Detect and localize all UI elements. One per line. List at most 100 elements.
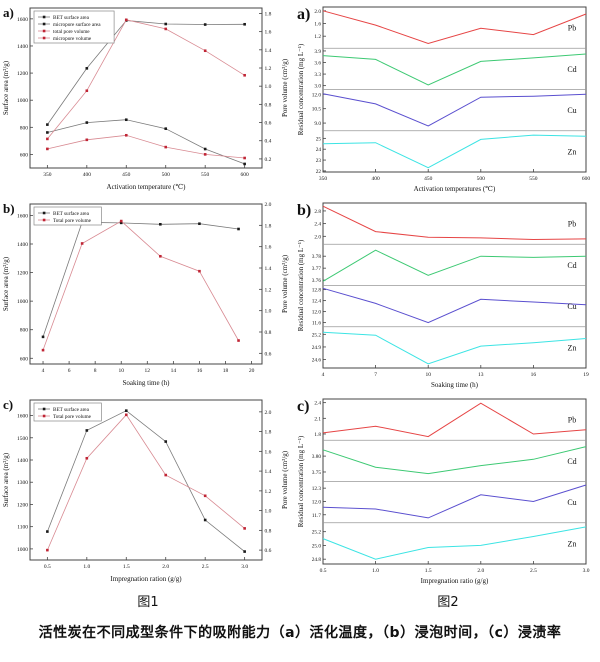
- svg-text:3.3: 3.3: [314, 72, 321, 78]
- svg-text:600: 600: [582, 176, 591, 182]
- element-label-zn: Zn: [568, 539, 577, 548]
- svg-text:350: 350: [319, 176, 328, 182]
- svg-text:2.8: 2.8: [314, 209, 321, 215]
- svg-text:3.80: 3.80: [312, 454, 322, 460]
- svg-text:1000: 1000: [17, 98, 28, 104]
- chart-svg-fig1a: a) 350 400 450 500 550 600 Activation temperatu…: [2, 5, 289, 191]
- series-cd: [322, 446, 587, 475]
- svg-text:500: 500: [162, 172, 171, 178]
- svg-text:1400: 1400: [17, 44, 28, 50]
- svg-text:550: 550: [201, 172, 210, 178]
- x-axis-label: Activation temperatures (℃): [414, 185, 496, 193]
- series-pb: [322, 402, 587, 438]
- svg-text:24.8: 24.8: [312, 557, 322, 563]
- series-bet-surface-area: [46, 409, 246, 553]
- svg-text:12.0: 12.0: [312, 92, 322, 98]
- svg-text:12.4: 12.4: [312, 299, 322, 305]
- x-axis: 0.5 1.0 1.5 2.0 2.5 3.0: [320, 561, 590, 574]
- svg-text:2.0: 2.0: [314, 9, 321, 15]
- svg-text:800: 800: [20, 125, 29, 131]
- svg-text:12.0: 12.0: [312, 310, 322, 316]
- svg-text:1.6: 1.6: [314, 22, 321, 28]
- svg-text:2.4: 2.4: [314, 401, 321, 407]
- panel-letter: a): [3, 5, 14, 20]
- y-axis-label: Residual concentration (mg L⁻¹): [297, 435, 305, 527]
- svg-text:3.0: 3.0: [583, 568, 590, 574]
- panel-zn: 25.2 25.0 24.8 Zn: [312, 526, 587, 563]
- panel-pb: 2.0 1.6 1.2 Pb: [314, 9, 587, 45]
- svg-text:BET surface area: BET surface area: [53, 406, 90, 413]
- svg-text:25.2: 25.2: [312, 332, 322, 338]
- series-cu: [322, 93, 587, 127]
- x-axis-label: Activation temperature (℃): [107, 183, 187, 191]
- svg-text:10.5: 10.5: [312, 107, 322, 113]
- svg-text:12: 12: [145, 368, 151, 374]
- svg-text:1100: 1100: [17, 525, 28, 531]
- element-label-pb: Pb: [568, 416, 576, 425]
- svg-text:1600: 1600: [17, 213, 28, 219]
- y-axis-right-label: Pore volume (cm³/g): [281, 254, 289, 313]
- series-pb: [322, 10, 587, 45]
- svg-text:1.0: 1.0: [265, 309, 272, 315]
- figure2-chart-c: c) 2.4 2.1 1.8 Pb 3.80 3.75 Cd 12.3 12.0 11.7 Cu 25.…: [296, 394, 600, 590]
- panel-cd: 3.80 3.75 Cd: [312, 446, 587, 476]
- svg-text:25.2: 25.2: [312, 530, 322, 536]
- y-axis-left: 600 800 1000 1200 1400 1600: [17, 17, 33, 158]
- svg-text:BET surface area: BET surface area: [53, 210, 90, 217]
- svg-text:1.2: 1.2: [265, 287, 272, 293]
- svg-text:600: 600: [241, 172, 250, 178]
- svg-text:0.4: 0.4: [265, 139, 272, 145]
- chart-svg-fig1c: c) 0.5 1.0 1.5 2.0 2.5 3.0 Impregnation ration …: [2, 397, 289, 583]
- svg-text:1200: 1200: [17, 271, 28, 277]
- figure1-column: a) 350 400 450 500 550 600 Activation temperatu…: [0, 2, 296, 610]
- panel-letter: b): [3, 201, 15, 216]
- svg-text:24: 24: [316, 147, 322, 153]
- element-label-zn: Zn: [568, 343, 577, 352]
- svg-text:1.8: 1.8: [265, 430, 272, 436]
- svg-text:10: 10: [425, 372, 431, 378]
- svg-text:1.6: 1.6: [265, 449, 272, 455]
- panel-letter: b): [297, 202, 311, 219]
- svg-text:6: 6: [68, 368, 71, 374]
- svg-text:2.4: 2.4: [314, 222, 321, 228]
- svg-text:25.0: 25.0: [312, 543, 322, 549]
- panel-zn: 25 24 23 22 Zn: [316, 134, 587, 175]
- svg-text:1.0: 1.0: [265, 84, 272, 90]
- svg-text:9.0: 9.0: [314, 121, 321, 127]
- element-label-cd: Cd: [567, 65, 576, 74]
- svg-text:350: 350: [43, 172, 52, 178]
- figure2-label: 图2: [437, 595, 459, 610]
- svg-text:Total pore volume: Total pore volume: [53, 414, 92, 420]
- svg-text:1.8: 1.8: [314, 432, 321, 438]
- svg-text:2.0: 2.0: [162, 564, 169, 570]
- svg-text:micropore surface area: micropore surface area: [53, 21, 101, 28]
- panel-cu: 12.8 12.4 12.0 11.6 Cu: [312, 288, 587, 327]
- svg-text:total pore volume: total pore volume: [53, 29, 90, 35]
- svg-text:450: 450: [424, 176, 433, 182]
- svg-text:2.5: 2.5: [202, 564, 209, 570]
- svg-text:1400: 1400: [17, 242, 28, 248]
- y-axis-label: Residual concentration (mg L⁻¹): [297, 43, 305, 135]
- x-axis-label: Soaking time (h): [431, 381, 479, 389]
- svg-text:1.8: 1.8: [265, 223, 272, 229]
- svg-text:1300: 1300: [17, 480, 28, 486]
- svg-text:0.8: 0.8: [265, 102, 272, 108]
- svg-text:20: 20: [249, 368, 255, 374]
- plot-border: [29, 203, 263, 365]
- element-label-zn: Zn: [568, 147, 577, 156]
- series-cd: [322, 249, 587, 282]
- y-axis-right-label: Pore volume (cm³/g): [281, 58, 289, 117]
- svg-text:1000: 1000: [17, 547, 28, 553]
- svg-text:1200: 1200: [17, 502, 28, 508]
- svg-text:1200: 1200: [17, 71, 28, 77]
- panel-pb: 2.4 2.1 1.8 Pb: [314, 401, 587, 438]
- x-axis: 0.5 1.0 1.5 2.0 2.5 3.0: [44, 557, 248, 570]
- y-axis-left: 1000 1100 1200 1300 1400 1500 1600: [17, 414, 33, 553]
- series-cd: [322, 53, 587, 86]
- svg-text:22: 22: [316, 169, 322, 175]
- svg-text:2.0: 2.0: [265, 202, 272, 208]
- svg-text:12.0: 12.0: [312, 499, 322, 505]
- svg-text:0.6: 0.6: [265, 548, 272, 554]
